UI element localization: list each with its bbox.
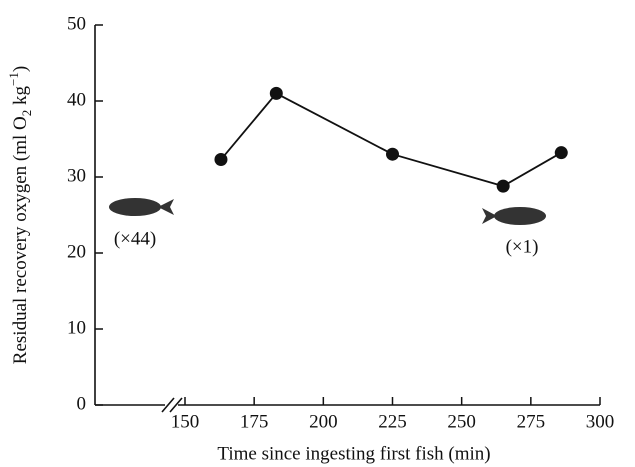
y-tick-label: 50 (67, 13, 86, 34)
point (269, 86, 283, 100)
y-tick-label: 30 (67, 165, 86, 186)
point (386, 147, 399, 161)
x-tick-label: 275 (517, 411, 546, 432)
axis-break (169, 397, 183, 413)
x-tick-label: 175 (240, 411, 269, 432)
axis-break (161, 397, 175, 413)
y-label-text: Residual recovery oxygen (ml O (10, 116, 31, 364)
annotation: (×44) (114, 228, 156, 249)
y-label-text: kg (10, 85, 31, 109)
y-tick-label: 20 (67, 241, 86, 262)
point (554, 146, 568, 160)
x-tick-label: 300 (586, 411, 615, 432)
fish-icon (109, 198, 546, 225)
x-axis-label: Time since ingesting first fish (min) (217, 443, 490, 464)
y-tick-label: 10 (67, 317, 86, 338)
y-tick-label: 0 (77, 393, 87, 414)
annotation: (×1) (506, 236, 539, 257)
y-label-text: ) (10, 66, 31, 72)
x-tick-label: 225 (378, 411, 407, 432)
point (496, 179, 510, 193)
y-label-sup: −1 (6, 72, 21, 86)
line (220, 92, 562, 188)
y-axis-label: Residual recovery oxygen (ml O2 kg−1) (6, 66, 34, 364)
x-tick-label: 150 (171, 411, 200, 432)
x-tick-label: 250 (447, 411, 476, 432)
y-tick-label: 40 (67, 89, 86, 110)
point (214, 153, 228, 167)
x-tick-label: 200 (309, 411, 338, 432)
y-label-sub: 2 (19, 110, 34, 117)
